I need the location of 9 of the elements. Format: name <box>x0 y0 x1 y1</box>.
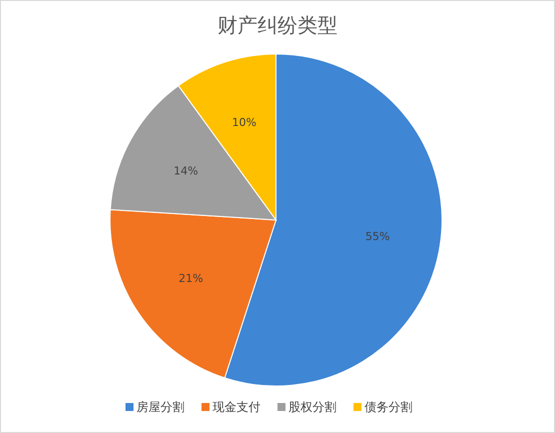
legend-label: 现金支付 <box>212 400 260 414</box>
data-label: 55% <box>365 230 390 244</box>
data-label: 14% <box>174 164 198 178</box>
data-label: 10% <box>232 116 256 130</box>
legend-label: 股权分割 <box>288 400 336 414</box>
data-label: 21% <box>178 272 204 285</box>
chart-title: 财产纠纷类型 <box>218 13 338 37</box>
legend-label: 房屋分割 <box>136 400 184 414</box>
legend-label: 债务分割 <box>364 400 412 414</box>
